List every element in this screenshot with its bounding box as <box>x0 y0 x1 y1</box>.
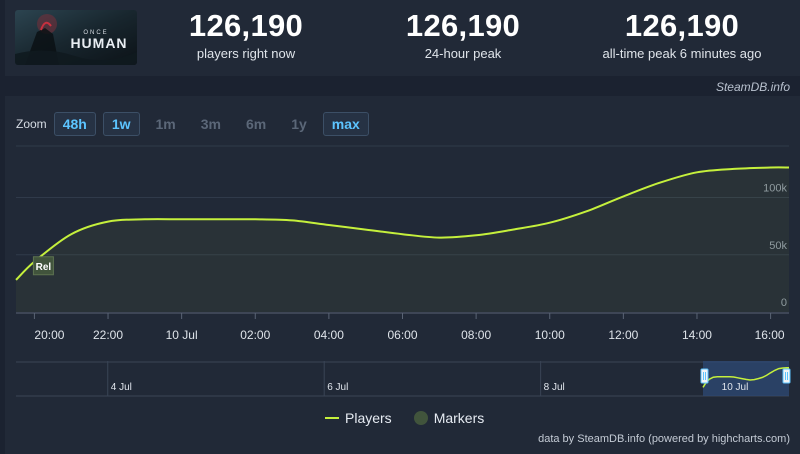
navigator-tick-label: 8 Jul <box>544 382 565 393</box>
current-players-label: players right now <box>196 46 296 61</box>
legend-players[interactable]: Players <box>325 410 392 426</box>
current-players-value: 126,190 <box>188 8 304 43</box>
stats-header: ONCE HUMAN 126,190 players right now 126… <box>5 0 800 76</box>
chart-annotations: Rel <box>32 256 54 276</box>
zoom-controls: Zoom 48h 1w 1m 3m 6m 1y max <box>16 112 376 136</box>
legend-dot-swatch <box>413 411 428 425</box>
x-tick-label: 10:00 <box>535 328 565 342</box>
24h-peak-label: 24-hour peak <box>424 46 502 61</box>
navigator[interactable]: 4 Jul 6 Jul 8 Jul 10 Jul <box>16 361 791 397</box>
game-logo[interactable]: ONCE HUMAN <box>15 10 137 65</box>
navigator-series <box>702 367 789 388</box>
chart-gridlines <box>16 145 789 256</box>
x-tick-label: 14:00 <box>682 328 712 342</box>
legend-line-swatch <box>325 417 339 419</box>
x-tick-label: 06:00 <box>387 328 417 342</box>
stat-all-time-peak: 126,190 all-time peak 6 minutes ago <box>582 8 782 61</box>
x-tick-label: 10 Jul <box>166 328 198 342</box>
x-axis-ticks: 20:00 22:00 10 Jul 02:00 04:00 06:00 08:00 10:0… <box>33 313 785 342</box>
y-tick-label: 0 <box>781 297 787 309</box>
zoom-3m-button[interactable]: 3m <box>200 116 221 132</box>
x-tick-label: 08:00 <box>461 328 491 342</box>
all-time-peak-value: 126,190 <box>624 8 740 43</box>
zoom-48h-button[interactable]: 48h <box>53 112 96 136</box>
svg-text:ONCE: ONCE <box>83 30 108 36</box>
navigator-track <box>16 361 789 396</box>
x-tick-label: 02:00 <box>240 328 270 342</box>
x-tick-label: 12:00 <box>608 328 638 342</box>
game-logo-art: ONCE HUMAN <box>15 10 137 65</box>
stat-24h-peak: 126,190 24-hour peak <box>363 8 563 61</box>
navigator-tick-label: 4 Jul <box>111 382 132 393</box>
players-series-line[interactable] <box>15 166 790 281</box>
chart-credits[interactable]: data by SteamDB.info (powered by highcha… <box>538 433 790 445</box>
x-tick-label: 20:00 <box>34 328 64 342</box>
y-tick-label: 100k <box>763 183 787 195</box>
legend-markers[interactable]: Markers <box>413 410 485 426</box>
navigator-handle[interactable] <box>782 368 791 384</box>
steamdb-brand-link[interactable]: SteamDB.info <box>715 80 790 94</box>
release-marker: Rel <box>32 256 54 276</box>
x-tick-label: 16:00 <box>755 328 785 342</box>
navigator-tick-label: 6 Jul <box>327 382 348 393</box>
players-area <box>16 167 789 312</box>
x-tick-label: 22:00 <box>93 328 123 342</box>
navigator-selection <box>703 361 789 396</box>
zoom-label: Zoom <box>16 117 47 131</box>
zoom-6m-button[interactable]: 6m <box>245 116 267 132</box>
y-tick-label: 50k <box>769 240 787 252</box>
legend-markers-label: Markers <box>433 410 485 426</box>
navigator-handle-box <box>700 368 709 384</box>
24h-peak-value: 126,190 <box>405 8 521 43</box>
zoom-max-button[interactable]: max <box>322 112 369 136</box>
navigator-handle-box <box>782 368 791 384</box>
zoom-1y-button[interactable]: 1y <box>291 116 307 132</box>
zoom-1m-button[interactable]: 1m <box>155 116 176 132</box>
chart-panel: Zoom 48h 1w 1m 3m 6m 1y max 0 50k 100k Rel… <box>5 96 800 454</box>
navigator-handle[interactable] <box>700 368 709 384</box>
y-axis-ticks: 0 50k 100k <box>763 183 787 309</box>
player-count-chart[interactable]: 0 50k 100k Rel 20:00 22:00 10 Jul 02:00 04:00 0… <box>5 96 800 406</box>
marker-label: Rel <box>36 262 52 273</box>
all-time-peak-label: all-time peak 6 minutes ago <box>602 46 762 61</box>
zoom-1w-button[interactable]: 1w <box>102 112 140 136</box>
x-tick-label: 04:00 <box>314 328 344 342</box>
stat-current-players: 126,190 players right now <box>146 8 346 61</box>
marker-box <box>32 256 54 276</box>
legend-players-label: Players <box>345 410 392 426</box>
navigator-selection-label: 10 Jul <box>722 382 749 393</box>
svg-text:HUMAN: HUMAN <box>70 35 127 51</box>
chart-legend: Players Markers <box>325 410 506 426</box>
